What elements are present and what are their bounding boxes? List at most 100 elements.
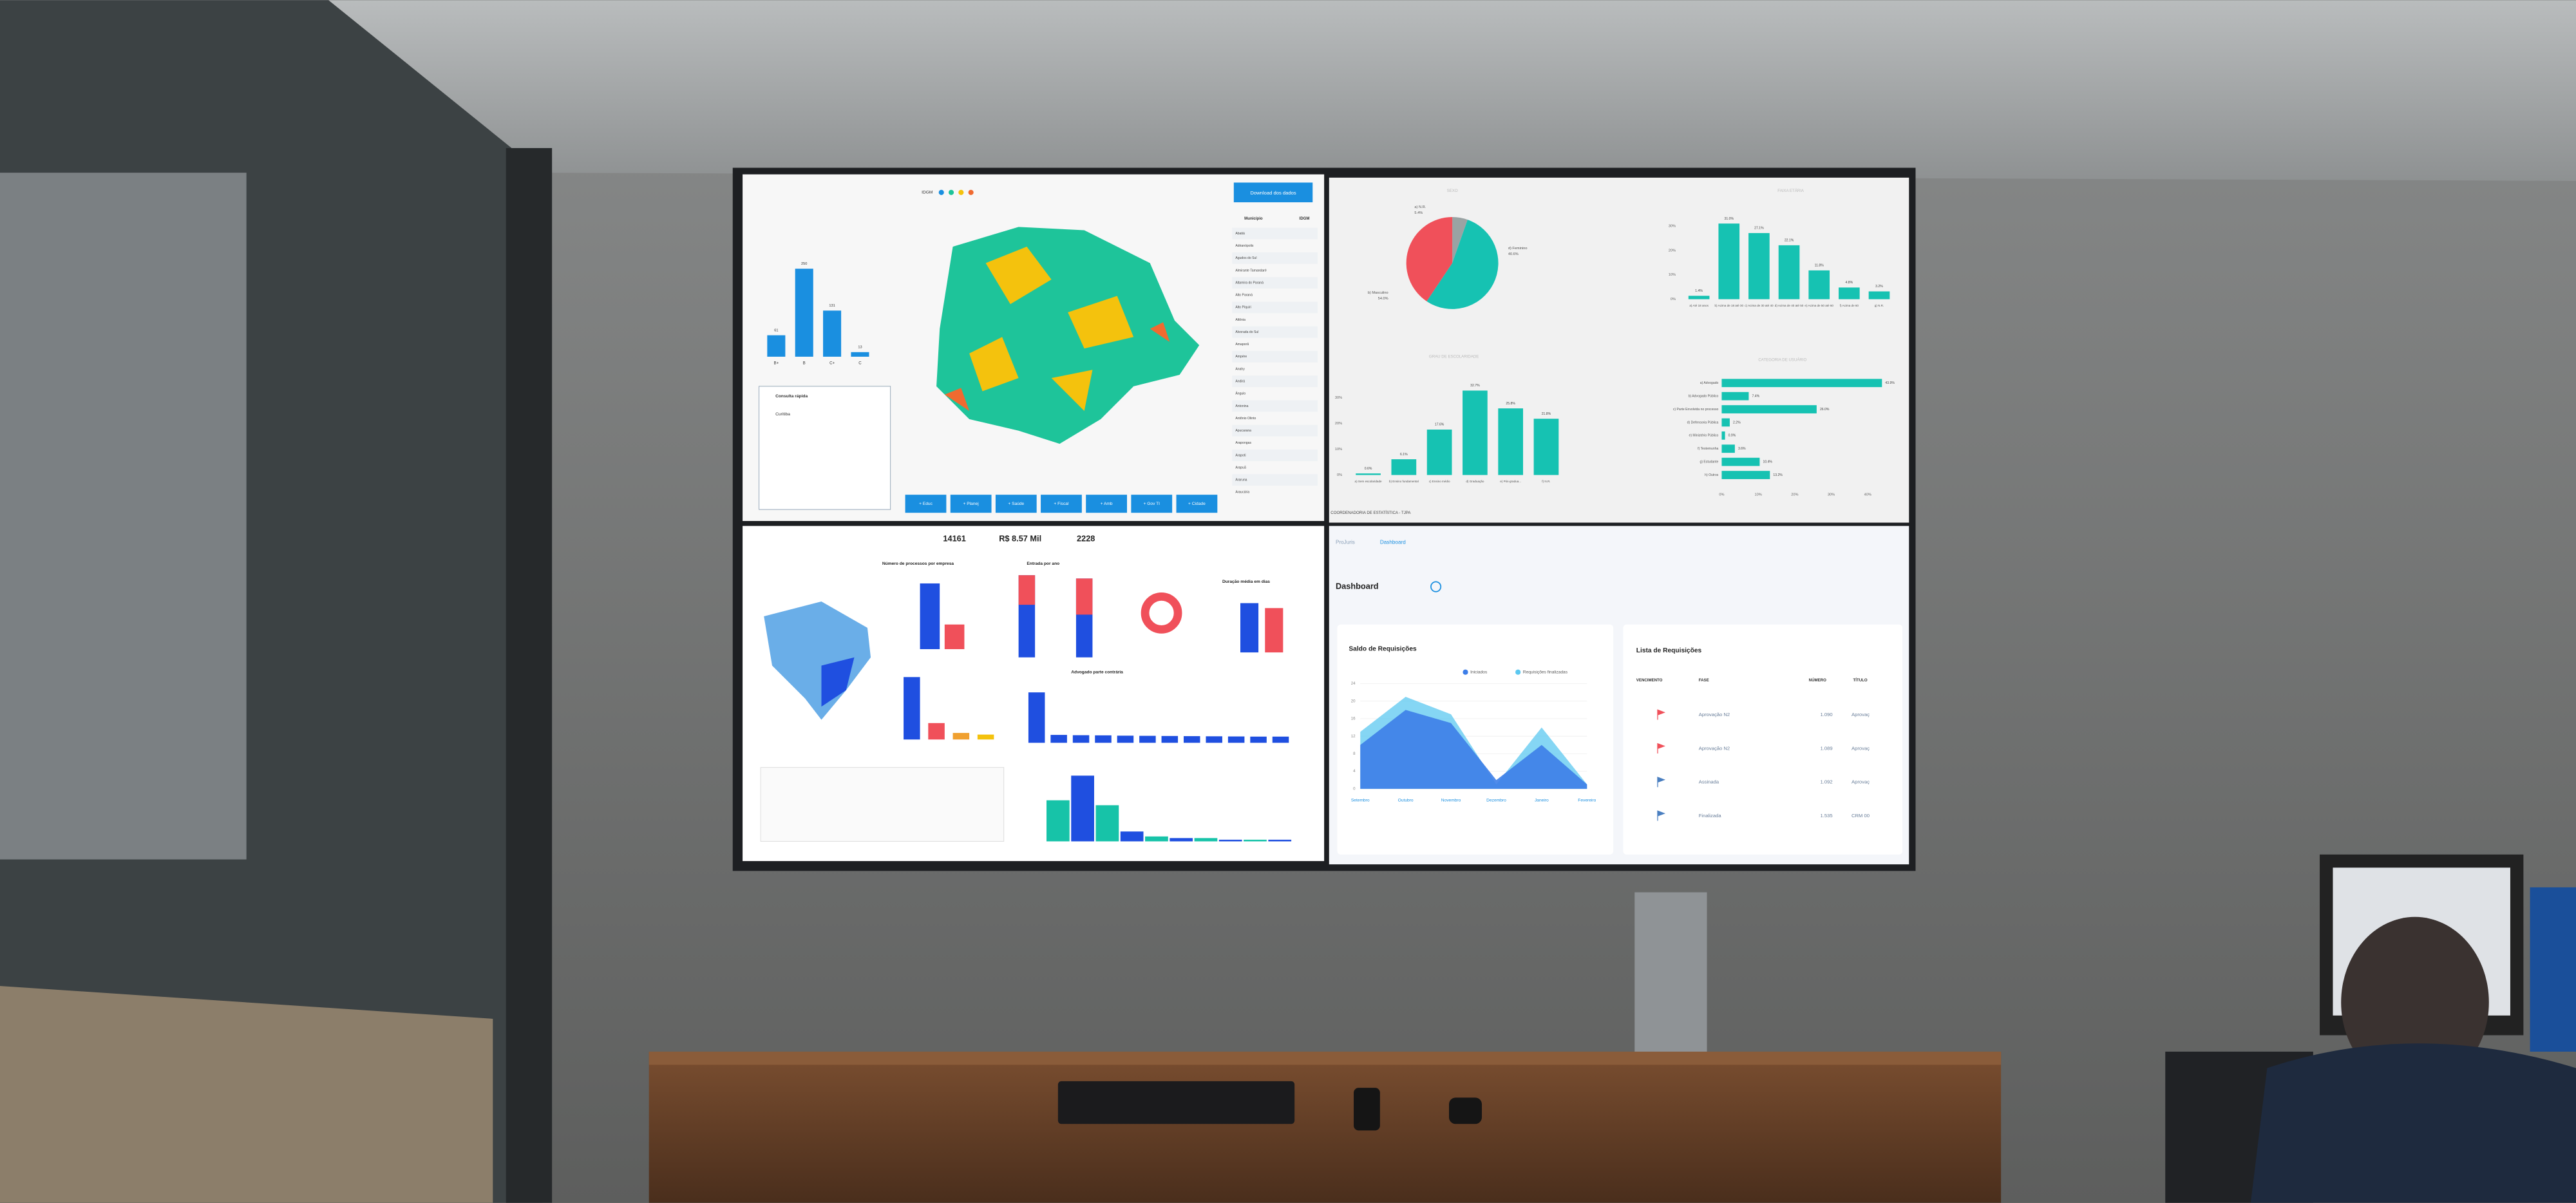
chart-bar: [977, 734, 994, 740]
flag-icon: [1657, 743, 1666, 753]
bar-value: 0.6%: [1365, 467, 1372, 471]
bar-value: 27.1%: [1754, 227, 1764, 231]
row-phase: Aprovação N2: [1699, 745, 1730, 751]
bar: [1272, 736, 1289, 743]
add-button[interactable]: [1430, 581, 1442, 592]
y-tick-label: c) Parte Envolvida no processo: [1673, 408, 1719, 412]
row-phase: Assinada: [1699, 779, 1719, 785]
filter-button[interactable]: [950, 495, 992, 513]
x-tick-label: c) Ensino médio: [1429, 480, 1450, 483]
y-tick-label: e) Ministério Público: [1689, 434, 1718, 438]
x-tick-label: b) Acima de 18 até 30: [1714, 304, 1743, 307]
filter-button[interactable]: [1041, 495, 1082, 513]
bar: [1721, 431, 1725, 440]
municipality: Arapoti: [1235, 453, 1245, 457]
table-row: [1232, 450, 1318, 461]
breadcrumb: Dashboard: [1380, 539, 1406, 545]
row-number: 1.535: [1821, 813, 1833, 819]
municipality: Andirá: [1235, 380, 1245, 384]
legend-dot: [958, 189, 964, 195]
chart-title: SEXO: [1447, 189, 1458, 193]
y-tick-label: 0: [1353, 786, 1356, 791]
filter-button-label: + Educ: [919, 502, 933, 506]
y-tick-label: 30%: [1335, 396, 1342, 400]
bar-value: 21.8%: [1542, 412, 1551, 416]
bar: [1718, 223, 1740, 299]
row-phase: Aprovação N2: [1699, 712, 1730, 717]
bar: [1721, 471, 1770, 479]
histogram-bar: [1244, 839, 1267, 842]
x-tick-label: B: [803, 361, 806, 366]
chart-title: Número de processos por empresa: [882, 562, 954, 566]
bar-value: 32.7%: [1470, 384, 1480, 388]
list-title: Lista de Requisições: [1636, 647, 1702, 654]
bar: [1072, 735, 1090, 743]
x-tick-label: c) Acima de 30 até 40: [1745, 304, 1774, 307]
y-tick-label: 20: [1351, 699, 1356, 703]
quick-query-city: Curitiba: [775, 412, 790, 417]
footer: COORDENADORIA DE ESTATÍSTICA - TJPA: [1331, 511, 1411, 515]
remote: [1354, 1088, 1380, 1131]
keyboard: [1057, 1081, 1295, 1124]
bar-value: 25.8%: [1506, 402, 1515, 406]
table-header: Município: [1244, 216, 1263, 221]
y-tick-label: d) Defensoria Pública: [1687, 421, 1719, 424]
legend-dot: [968, 189, 974, 195]
chart-bar: [1075, 578, 1093, 615]
card: [1337, 624, 1614, 855]
bar: [1356, 473, 1381, 475]
chart-title: CATEGORIA DE USUÁRIO: [1758, 358, 1806, 363]
bar-value: 22.1%: [1785, 239, 1794, 243]
bar: [1868, 291, 1890, 299]
filter-button[interactable]: [1176, 495, 1218, 513]
chart-bar: [1265, 608, 1283, 653]
bar-value: 17.6%: [1435, 423, 1444, 427]
filter-button-label: + Planej: [963, 502, 980, 506]
municipality: Amaporã: [1235, 343, 1249, 346]
pie-slice: [1452, 217, 1468, 263]
bar-value: 11.8%: [1815, 264, 1824, 268]
bar-value: 31.0%: [1725, 217, 1734, 221]
table-row: [1232, 326, 1318, 338]
glass-reflection: [0, 173, 247, 860]
list-header: TÍTULO: [1853, 677, 1868, 683]
histogram-bar: [1046, 800, 1070, 842]
pie-slice: [1406, 217, 1453, 301]
y-tick-label: f) Testemunha: [1698, 447, 1718, 451]
table-row: [1232, 474, 1318, 486]
cabinet: [649, 1051, 2002, 1203]
x-tick-label: C: [858, 361, 862, 366]
filter-button[interactable]: [1086, 495, 1127, 513]
table-row: [1232, 301, 1318, 314]
mouse: [1449, 1097, 1482, 1124]
histogram-bar: [1194, 838, 1218, 842]
municipality: Araucária: [1235, 491, 1249, 495]
bar: [1688, 296, 1710, 299]
bar-value: 26.0%: [1820, 408, 1830, 412]
x-tick-label: B+: [774, 361, 779, 366]
bar-value: 0.9%: [1728, 434, 1736, 438]
list-header: FASE: [1699, 678, 1709, 683]
bar: [1778, 245, 1800, 299]
chart-title: FAIXA ETÁRIA: [1777, 189, 1804, 193]
bar: [1050, 735, 1067, 743]
map-region: [969, 246, 1134, 412]
bar: [1250, 736, 1267, 743]
download-button[interactable]: [1233, 182, 1313, 203]
filter-button[interactable]: [905, 495, 947, 513]
breadcrumb: ProJuris: [1336, 539, 1355, 545]
bar-value: 61: [774, 328, 778, 332]
municipality: Alto Piquiri: [1235, 306, 1251, 310]
x-tick-label: 30%: [1828, 493, 1835, 497]
histogram-bar: [1145, 836, 1168, 842]
floor: [0, 985, 493, 1203]
list-header: NÚMERO: [1809, 678, 1826, 683]
door-frame: [506, 147, 553, 1203]
bar: [1139, 735, 1156, 743]
filter-button[interactable]: [995, 495, 1037, 513]
filter-button[interactable]: [1131, 495, 1173, 513]
row-title: Aprovaç: [1852, 745, 1870, 751]
chart-bar: [920, 583, 940, 649]
kpi: 14161: [943, 533, 965, 543]
bar: [1161, 735, 1179, 743]
